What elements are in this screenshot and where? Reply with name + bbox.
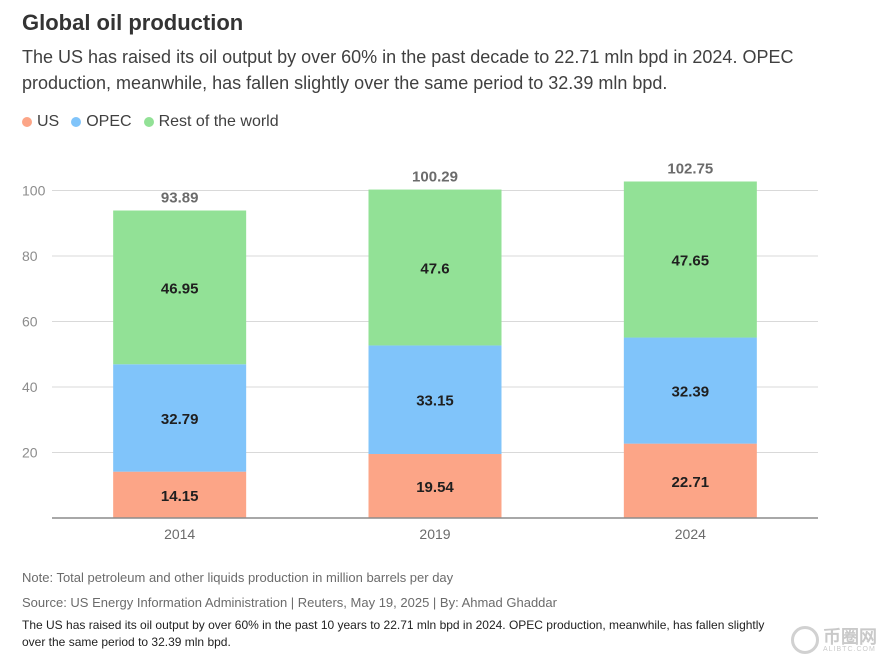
data-label: 46.95 bbox=[161, 280, 199, 297]
legend-item-us: US bbox=[22, 113, 59, 131]
legend: US OPEC Rest of the world bbox=[22, 113, 279, 131]
chart-title: Global oil production bbox=[22, 10, 244, 35]
watermark-text: 币圈网 bbox=[823, 626, 877, 647]
bar-segment-opec bbox=[623, 337, 757, 444]
y-tick-label: 100 bbox=[22, 183, 46, 199]
bar-segment-us bbox=[113, 471, 247, 518]
watermark-logo-icon bbox=[791, 626, 819, 654]
total-label: 102.75 bbox=[667, 160, 713, 177]
legend-label-rest: Rest of the world bbox=[158, 113, 279, 130]
bar-segment-rest-of-the-world bbox=[368, 189, 502, 346]
legend-label-opec: OPEC bbox=[86, 113, 132, 130]
chart-source: Source: US Energy Information Administra… bbox=[22, 595, 557, 610]
legend-item-opec: OPEC bbox=[71, 113, 132, 131]
legend-label-us: US bbox=[37, 113, 60, 130]
y-tick-label: 20 bbox=[22, 445, 38, 461]
y-tick-label: 80 bbox=[22, 248, 38, 264]
stacked-bar-chart: 20 40 60 80 100 14.15 32.79 46.95 93.89 2014 19.54… bbox=[22, 160, 818, 542]
data-label: 22.71 bbox=[672, 474, 710, 491]
data-label: 19.54 bbox=[416, 479, 454, 496]
bar-segment-us bbox=[623, 443, 757, 518]
legend-swatch-opec bbox=[71, 117, 82, 127]
watermark: 币圈网 ALIBTC.COM bbox=[791, 626, 877, 654]
x-tick-label: 2019 bbox=[419, 526, 450, 542]
legend-swatch-rest bbox=[143, 117, 154, 127]
y-tick-label: 40 bbox=[22, 379, 38, 395]
data-label: 32.39 bbox=[672, 384, 710, 401]
chart-subtitle: The US has raised its oil output by over… bbox=[22, 47, 794, 93]
bar-segment-opec bbox=[113, 364, 247, 472]
data-label: 14.15 bbox=[161, 488, 199, 505]
x-tick-label: 2024 bbox=[675, 526, 706, 542]
total-label: 100.29 bbox=[412, 169, 458, 186]
x-tick-label: 2014 bbox=[164, 526, 195, 542]
data-label: 47.6 bbox=[420, 260, 449, 277]
data-label: 33.15 bbox=[416, 393, 454, 410]
bar-segment-us bbox=[368, 454, 502, 518]
data-label: 47.65 bbox=[672, 253, 710, 270]
bar-segment-rest-of-the-world bbox=[623, 181, 757, 338]
data-label: 32.79 bbox=[161, 411, 199, 428]
chart-note: Note: Total petroleum and other liquids … bbox=[22, 570, 454, 585]
legend-swatch-us bbox=[22, 117, 32, 127]
chart-caption: The US has raised its oil output by over… bbox=[22, 618, 765, 649]
legend-item-rest: Rest of the world bbox=[143, 113, 279, 131]
watermark-subtext: ALIBTC.COM bbox=[823, 645, 876, 653]
bar-segment-opec bbox=[368, 345, 502, 455]
total-label: 93.89 bbox=[161, 190, 199, 207]
y-tick-label: 60 bbox=[22, 314, 38, 330]
bar-segment-rest-of-the-world bbox=[113, 210, 247, 365]
